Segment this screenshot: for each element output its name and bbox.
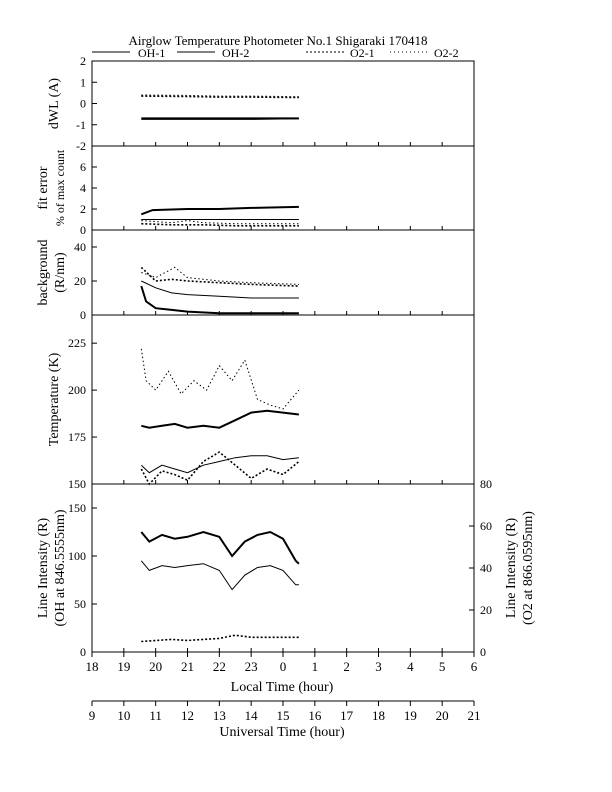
y2-tick-label-int: 60 — [480, 519, 492, 533]
series-temp-o2-1 — [140, 451, 300, 486]
y-axis-label-temp: Temperature (K) — [47, 352, 62, 446]
series-fit-o2-1 — [141, 222, 299, 227]
series-temp-o2-2 — [140, 348, 300, 410]
series-int-o2-1 — [141, 634, 299, 643]
legend-label-oh-1: OH-1 — [138, 46, 165, 60]
panel-frames — [91, 60, 475, 653]
y-tick-label-bg: 20 — [74, 274, 86, 288]
ut-tick-label: 15 — [277, 708, 290, 723]
ut-tick-label: 19 — [404, 708, 417, 723]
legend-label-oh-2: OH-2 — [222, 46, 249, 60]
panel-frame-temp — [91, 314, 475, 485]
y-tick-label-dwl: -2 — [76, 139, 86, 153]
ut-tick-label: 20 — [436, 708, 449, 723]
y-tick-label-dwl: 1 — [80, 75, 86, 89]
local-time-tick-label: 3 — [375, 659, 382, 674]
y-axis-label-int: Line Intensity (R) — [36, 518, 51, 619]
y-tick-label-int: 0 — [80, 645, 86, 659]
series-dwl-o2-2 — [141, 94, 299, 98]
y2-tick-label-int: 20 — [480, 603, 492, 617]
chart-title: Airglow Temperature Photometer No.1 Shig… — [129, 33, 428, 48]
ut-tick-label: 21 — [468, 708, 481, 723]
y-tick-label-temp: 150 — [68, 477, 86, 491]
panel-frame-dwl — [91, 60, 475, 147]
ut-tick-label: 17 — [340, 708, 354, 723]
ut-tick-label: 18 — [372, 708, 385, 723]
y-tick-label-temp: 175 — [68, 430, 86, 444]
ut-tick-label: 12 — [181, 708, 194, 723]
series-bg-oh-2 — [141, 280, 299, 299]
legend-label-o2-2: O2-2 — [434, 46, 459, 60]
local-time-tick-label: 20 — [149, 659, 162, 674]
y-tick-label-fit: 0 — [80, 223, 86, 237]
y-tick-label-bg: 40 — [74, 240, 86, 254]
series-int-oh-1 — [140, 530, 300, 565]
local-time-tick-label: 19 — [117, 659, 130, 674]
local-time-tick-label: 6 — [471, 659, 478, 674]
panel-frame-int — [91, 483, 475, 653]
universal-time-tick-labels: 9 10 11 12 13 14 15 16 17 18 19 20 21 — [89, 701, 481, 723]
y-tick-label-int: 100 — [68, 549, 86, 563]
y2-tick-label-int: 40 — [480, 561, 492, 575]
local-time-axis: 18 19 20 21 22 23 0 1 2 3 4 5 6 Local Time (hour) — [86, 652, 478, 695]
universal-time-axis: 9 10 11 12 13 14 15 16 17 18 19 20 21 Universal Time… — [89, 700, 481, 740]
local-time-label: Local Time (hour) — [231, 680, 334, 695]
y-tick-label-dwl: 2 — [80, 54, 86, 68]
local-time-tick-label: 21 — [181, 659, 194, 674]
series-temp-oh-2 — [140, 455, 299, 474]
series-dwl-oh-2 — [141, 118, 299, 120]
y2-tick-label-int: 0 — [480, 645, 486, 659]
series-fit-oh-1 — [140, 205, 299, 216]
y-tick-label-fit: 6 — [80, 160, 86, 174]
series-temp-oh-1 — [141, 409, 300, 429]
local-time-tick-label: 18 — [86, 659, 99, 674]
data-series — [140, 94, 300, 643]
local-time-tick-labels: 18 19 20 21 22 23 0 1 2 3 4 5 6 — [86, 652, 478, 674]
y2-axis-label-int: (O2 at 866.0595nm) — [521, 511, 536, 625]
y2-axis-label-int: Line Intensity (R) — [504, 518, 519, 619]
series-dwl-o2-1 — [141, 95, 299, 99]
local-time-tick-label: 5 — [439, 659, 446, 674]
local-time-tick-label: 2 — [343, 659, 350, 674]
local-time-tick-label: 0 — [280, 659, 287, 674]
series-bg-oh-1 — [140, 285, 299, 315]
ut-tick-label: 13 — [213, 708, 226, 723]
y-tick-label-dwl: -1 — [76, 118, 86, 132]
y-tick-label-int: 150 — [68, 501, 86, 515]
panel-frame-fit — [91, 145, 475, 231]
series-bg-o2-2 — [141, 266, 299, 285]
ut-tick-label: 14 — [245, 708, 259, 723]
series-int-oh-2 — [140, 560, 299, 591]
y-axis-label-bg: background — [36, 239, 51, 305]
legend-label-o2-1: O2-1 — [350, 46, 375, 60]
y-axis-labels: dWL (A) fit error% of max countbackground… — [36, 78, 536, 627]
y-axis-label-fit: fit error — [36, 166, 51, 209]
y-tick-label-bg: 0 — [80, 308, 86, 322]
universal-time-label: Universal Time (hour) — [219, 725, 345, 740]
y-tick-label-fit: 2 — [80, 202, 86, 216]
y2-tick-label-int: 80 — [480, 477, 492, 491]
local-time-tick-label: 23 — [245, 659, 258, 674]
y-axis-label-bg: (R/nm) — [53, 252, 68, 293]
y-tick-label-int: 50 — [74, 597, 86, 611]
ut-tick-label: 16 — [308, 708, 322, 723]
ut-tick-label: 11 — [149, 708, 162, 723]
ut-tick-label: 9 — [89, 708, 96, 723]
panel-frame-bg — [91, 229, 475, 316]
legend: OH-1 OH-2 O2-1 O2-2 — [92, 46, 459, 60]
y-axis-label-int: (OH at 846.5555nm) — [53, 509, 68, 626]
local-time-tick-label: 22 — [213, 659, 226, 674]
ut-tick-label: 10 — [117, 708, 130, 723]
local-time-tick-label: 1 — [312, 659, 319, 674]
y-tick-label-temp: 200 — [68, 383, 86, 397]
y-tick-label-dwl: 0 — [80, 97, 86, 111]
axis-ticks: 210-1-2642040200225200175150150100500806… — [68, 54, 492, 659]
series-fit-o2-2 — [141, 220, 299, 225]
y-tick-label-fit: 4 — [80, 181, 86, 195]
y-axis-label-dwl: dWL (A) — [47, 78, 62, 130]
y-tick-label-temp: 225 — [68, 336, 86, 350]
local-time-tick-label: 4 — [407, 659, 414, 674]
y-axis-label-fit: % of max count — [53, 149, 67, 226]
